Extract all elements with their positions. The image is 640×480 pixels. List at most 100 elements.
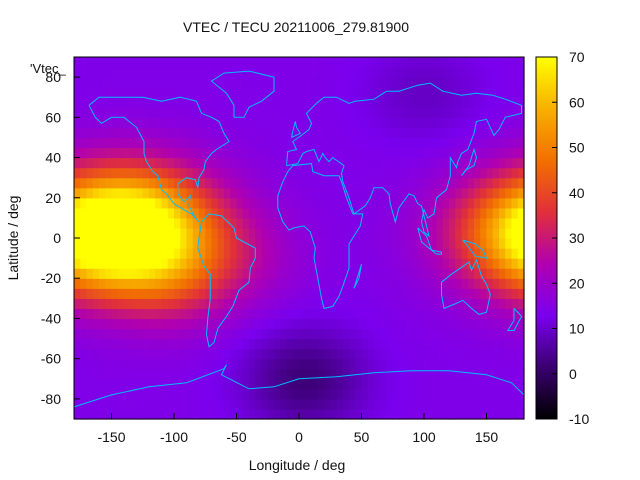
heatmap-cell	[492, 217, 500, 229]
heatmap-cell	[230, 368, 238, 380]
heatmap-cell	[342, 238, 350, 249]
heatmap-cell	[467, 288, 475, 299]
heatmap-cell	[280, 187, 288, 199]
heatmap-cell	[474, 268, 481, 279]
heatmap-cell	[80, 248, 88, 259]
heatmap-cell	[155, 298, 163, 309]
heatmap-cell	[436, 378, 444, 390]
heatmap-cell	[330, 358, 338, 370]
heatmap-cell	[74, 57, 81, 68]
heatmap-cell	[505, 278, 513, 289]
heatmap-cell	[424, 308, 431, 320]
heatmap-cell	[511, 67, 519, 78]
heatmap-cell	[374, 117, 381, 128]
heatmap-cell	[242, 97, 250, 108]
heatmap-cell	[267, 187, 275, 199]
heatmap-cell	[199, 348, 206, 360]
heatmap-cell	[267, 97, 275, 108]
heatmap-cell	[130, 388, 138, 400]
heatmap-cell	[117, 318, 125, 330]
heatmap-cell	[261, 318, 269, 330]
heatmap-cell	[311, 117, 319, 128]
heatmap-cell	[386, 348, 394, 360]
heatmap-cell	[411, 348, 419, 360]
heatmap-cell	[274, 187, 281, 199]
heatmap-cell	[342, 207, 350, 219]
heatmap-cell	[417, 358, 425, 370]
heatmap-cell	[224, 197, 231, 209]
heatmap-cell	[86, 368, 94, 380]
heatmap-cell	[355, 97, 363, 108]
heatmap-cell	[199, 248, 206, 259]
heatmap-cell	[292, 398, 300, 410]
heatmap-cell	[299, 87, 306, 98]
heatmap-cell	[111, 227, 119, 239]
coastline	[286, 82, 522, 238]
heatmap-cell	[211, 207, 219, 219]
heatmap-cell	[449, 227, 456, 239]
heatmap-cell	[286, 268, 294, 279]
heatmap-cell	[236, 238, 244, 249]
heatmap-cell	[149, 207, 156, 219]
heatmap-cell	[317, 167, 325, 179]
heatmap-cell	[186, 408, 194, 420]
heatmap-cell	[417, 77, 425, 88]
heatmap-cell	[330, 107, 338, 118]
heatmap-cell	[392, 328, 400, 340]
heatmap-cell	[455, 227, 463, 239]
heatmap-cell	[242, 67, 250, 78]
heatmap-cell	[205, 197, 213, 209]
heatmap-cell	[430, 87, 438, 98]
heatmap-cell	[436, 268, 444, 279]
heatmap-cell	[474, 238, 481, 249]
heatmap-cell	[424, 187, 431, 199]
heatmap-cell	[436, 358, 444, 370]
heatmap-cell	[217, 117, 225, 128]
heatmap-cell	[105, 57, 113, 68]
heatmap-cell	[511, 147, 519, 159]
heatmap-cell	[267, 107, 275, 118]
heatmap-cell	[430, 167, 438, 179]
heatmap-cell	[111, 308, 119, 320]
heatmap-cell	[405, 348, 413, 360]
heatmap-cell	[217, 338, 225, 350]
heatmap-cell	[411, 388, 419, 400]
heatmap-cell	[299, 97, 306, 108]
heatmap-cell	[467, 368, 475, 380]
heatmap-cell	[174, 57, 181, 68]
heatmap-cell	[149, 348, 156, 360]
heatmap-cell	[361, 177, 369, 189]
heatmap-cell	[267, 258, 275, 269]
heatmap-cell	[305, 87, 313, 98]
heatmap-cell	[224, 338, 231, 350]
heatmap-cell	[255, 398, 263, 410]
heatmap-cell	[230, 77, 238, 88]
heatmap-cell	[286, 348, 294, 360]
heatmap-cell	[349, 197, 356, 209]
heatmap-cell	[467, 258, 475, 269]
heatmap-cell	[424, 378, 431, 390]
heatmap-cell	[492, 207, 500, 219]
heatmap-cell	[324, 258, 331, 269]
heatmap-cell	[267, 157, 275, 169]
heatmap-cell	[442, 318, 450, 330]
heatmap-cell	[405, 147, 413, 159]
heatmap-cell	[224, 408, 231, 420]
heatmap-cell	[299, 67, 306, 78]
heatmap-cell	[486, 338, 494, 350]
heatmap-cell	[180, 318, 188, 330]
heatmap-cell	[355, 197, 363, 209]
heatmap-cell	[236, 268, 244, 279]
heatmap-cell	[355, 338, 363, 350]
heatmap-cell	[117, 127, 125, 139]
heatmap-cell	[467, 97, 475, 108]
heatmap-cell	[211, 258, 219, 269]
heatmap-cell	[342, 408, 350, 420]
heatmap-cell	[286, 167, 294, 179]
heatmap-cell	[374, 318, 381, 330]
heatmap-cell	[342, 147, 350, 159]
heatmap-cell	[242, 298, 250, 309]
heatmap-cell	[174, 117, 181, 128]
heatmap-cell	[324, 197, 331, 209]
heatmap-cell	[230, 318, 238, 330]
